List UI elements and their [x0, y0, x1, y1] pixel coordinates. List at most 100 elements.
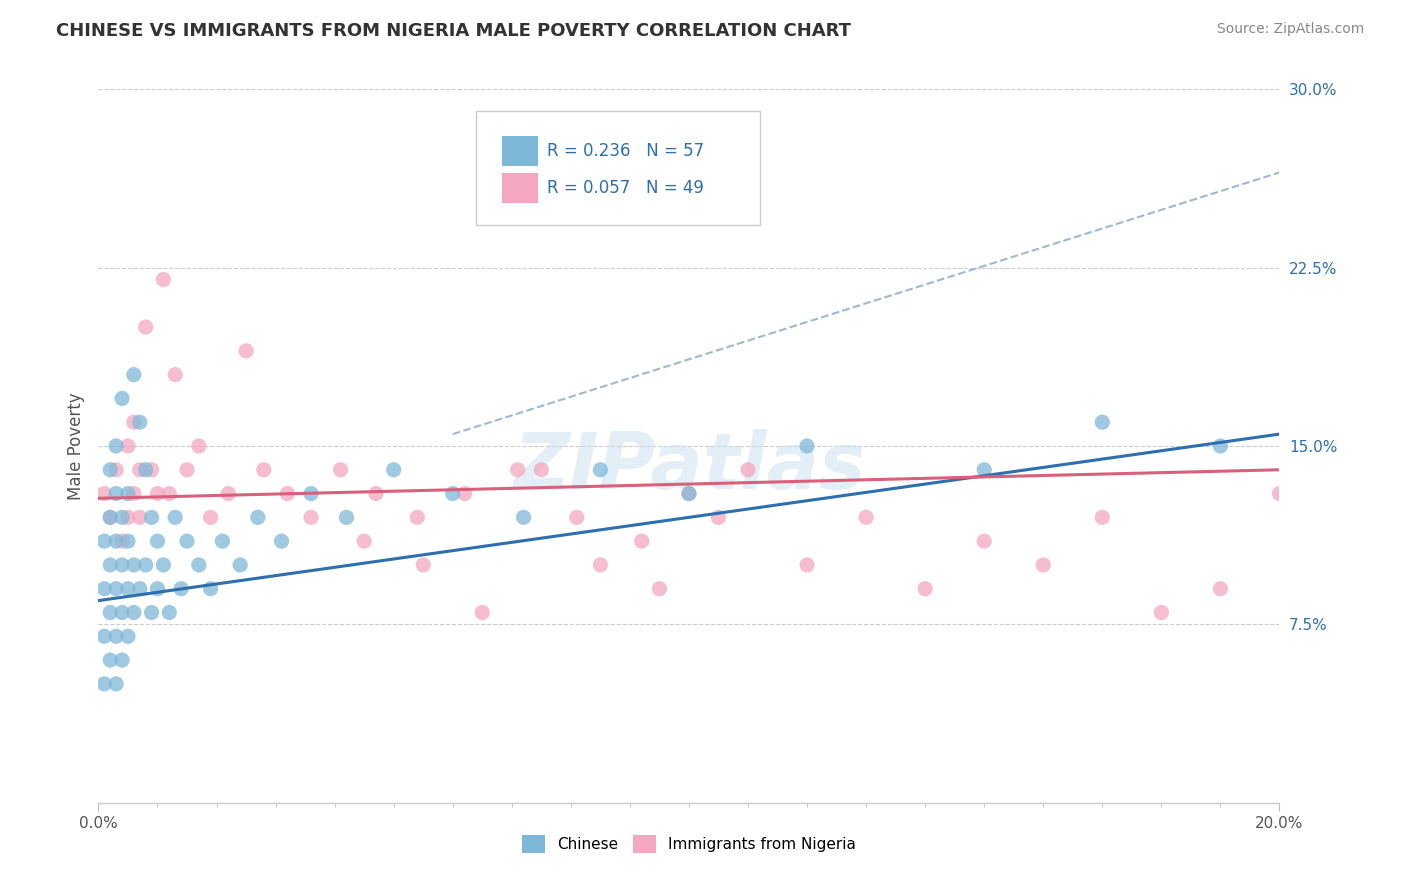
Point	[796, 439, 818, 453]
Point	[122, 558, 145, 572]
Point	[506, 463, 529, 477]
Point	[135, 463, 157, 477]
Point	[98, 463, 121, 477]
Point	[678, 486, 700, 500]
Point	[146, 582, 169, 596]
FancyBboxPatch shape	[477, 111, 759, 225]
Point	[176, 463, 198, 477]
Point	[973, 463, 995, 477]
Point	[128, 415, 150, 429]
Point	[176, 534, 198, 549]
Point	[648, 582, 671, 596]
Point	[93, 629, 115, 643]
Point	[105, 534, 128, 549]
Point	[229, 558, 252, 572]
Point	[364, 486, 387, 500]
Point	[299, 486, 322, 500]
Point	[737, 463, 759, 477]
Point	[93, 677, 115, 691]
Point	[276, 486, 298, 500]
Point	[146, 486, 169, 500]
Point	[1150, 606, 1173, 620]
Point	[855, 510, 877, 524]
Point	[141, 510, 163, 524]
Text: Source: ZipAtlas.com: Source: ZipAtlas.com	[1216, 22, 1364, 37]
Point	[796, 558, 818, 572]
Point	[98, 606, 121, 620]
Point	[471, 606, 494, 620]
Point	[299, 510, 322, 524]
Point	[111, 606, 134, 620]
Point	[128, 510, 150, 524]
Point	[93, 534, 115, 549]
Point	[200, 582, 222, 596]
Point	[406, 510, 429, 524]
Point	[530, 463, 553, 477]
Point	[146, 534, 169, 549]
Point	[117, 629, 139, 643]
Point	[117, 486, 139, 500]
Point	[678, 486, 700, 500]
Point	[98, 510, 121, 524]
Point	[170, 582, 193, 596]
Point	[1091, 510, 1114, 524]
Point	[152, 272, 174, 286]
Point	[122, 606, 145, 620]
Point	[105, 629, 128, 643]
Point	[200, 510, 222, 524]
Point	[270, 534, 292, 549]
Point	[246, 510, 269, 524]
Point	[1209, 439, 1232, 453]
Point	[122, 486, 145, 500]
Point	[111, 558, 134, 572]
Point	[211, 534, 233, 549]
Text: R = 0.057   N = 49: R = 0.057 N = 49	[547, 179, 704, 197]
Legend: Chinese, Immigrants from Nigeria: Chinese, Immigrants from Nigeria	[516, 829, 862, 859]
Point	[98, 558, 121, 572]
Point	[128, 463, 150, 477]
Point	[135, 558, 157, 572]
Point	[98, 653, 121, 667]
Text: R = 0.236   N = 57: R = 0.236 N = 57	[547, 143, 704, 161]
Point	[589, 558, 612, 572]
Point	[412, 558, 434, 572]
Point	[335, 510, 357, 524]
Point	[93, 582, 115, 596]
Point	[441, 486, 464, 500]
Point	[93, 486, 115, 500]
Point	[135, 320, 157, 334]
Point	[141, 606, 163, 620]
Point	[122, 415, 145, 429]
Point	[111, 534, 134, 549]
Text: ZIPatlas: ZIPatlas	[513, 429, 865, 506]
Point	[630, 534, 652, 549]
Point	[98, 510, 121, 524]
Point	[111, 653, 134, 667]
Point	[217, 486, 239, 500]
Point	[1268, 486, 1291, 500]
Point	[117, 510, 139, 524]
Point	[453, 486, 475, 500]
Point	[565, 510, 588, 524]
Bar	[502, 136, 537, 166]
Point	[157, 606, 180, 620]
Point	[1209, 582, 1232, 596]
Point	[111, 510, 134, 524]
Point	[105, 463, 128, 477]
Point	[165, 510, 187, 524]
Point	[1091, 415, 1114, 429]
Point	[707, 510, 730, 524]
Point	[973, 534, 995, 549]
Point	[187, 439, 209, 453]
Point	[1032, 558, 1054, 572]
Y-axis label: Male Poverty: Male Poverty	[66, 392, 84, 500]
Point	[117, 582, 139, 596]
Point	[512, 510, 534, 524]
Point	[117, 439, 139, 453]
Point	[105, 439, 128, 453]
Point	[329, 463, 352, 477]
Point	[589, 463, 612, 477]
Point	[105, 486, 128, 500]
Point	[152, 558, 174, 572]
Point	[141, 463, 163, 477]
